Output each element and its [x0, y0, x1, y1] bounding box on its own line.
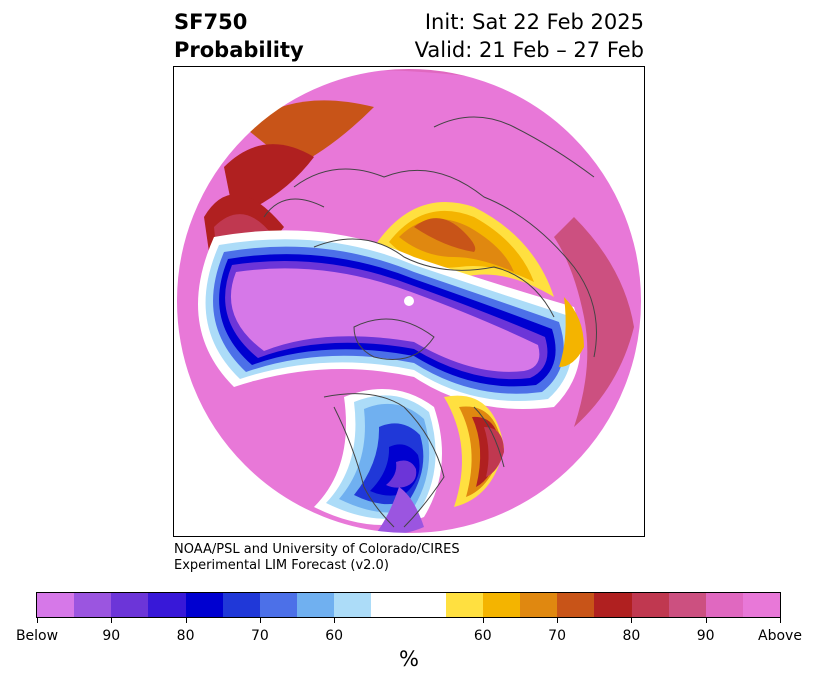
- map-boundary: [175, 67, 643, 535]
- colorbar-tick-mark: [631, 618, 633, 623]
- map-panel: [173, 66, 645, 537]
- init-date: Init: Sat 22 Feb 2025: [424, 10, 644, 34]
- colorbar-swatch: [705, 593, 743, 617]
- colorbar-tick-label: 60: [473, 628, 492, 644]
- product-name: Probability: [174, 38, 304, 62]
- colorbar-tick-mark: [482, 618, 484, 623]
- colorbar-tick-mark: [705, 618, 707, 623]
- colorbar-swatch: [37, 593, 75, 617]
- colorbar-swatch: [259, 593, 298, 617]
- colorbar-swatch: [742, 593, 781, 617]
- colorbar-tick-label: 90: [102, 628, 121, 644]
- colorbar-swatch: [297, 593, 335, 617]
- probability-map: [175, 67, 643, 535]
- colorbar-swatch: [631, 593, 669, 617]
- colorbar-tick-label: 90: [696, 628, 715, 644]
- colorbar: [36, 592, 781, 618]
- colorbar-swatch: [557, 593, 595, 617]
- credit-line-2: Experimental LIM Forecast (v2.0): [174, 558, 389, 573]
- colorbar-swatch: [668, 593, 706, 617]
- colorbar-tick-label: 60: [325, 628, 344, 644]
- colorbar-tick-label: 80: [622, 628, 641, 644]
- colorbar-swatch: [222, 593, 260, 617]
- colorbar-tick-label: Above: [758, 628, 802, 644]
- title-right: Init: Sat 22 Feb 2025 Valid: 21 Feb – 27…: [415, 8, 644, 64]
- colorbar-tick-label: Below: [15, 628, 59, 644]
- colorbar-swatch: [185, 593, 223, 617]
- credit-block: NOAA/PSL and University of Colorado/CIRE…: [174, 542, 460, 574]
- map-fill: [176, 68, 642, 534]
- colorbar-tick-mark: [111, 618, 113, 623]
- colorbar-swatch: [334, 593, 372, 617]
- colorbar-swatch: [371, 593, 409, 617]
- colorbar-tick-mark: [185, 618, 187, 623]
- colorbar-swatch: [594, 593, 632, 617]
- credit-line-1: NOAA/PSL and University of Colorado/CIRE…: [174, 542, 460, 557]
- colorbar-swatch: [74, 593, 112, 617]
- colorbar-swatch: [408, 593, 446, 617]
- valid-range: Valid: 21 Feb – 27 Feb: [414, 38, 644, 62]
- colorbar-tick-mark: [37, 618, 38, 623]
- colorbar-swatch: [445, 593, 483, 617]
- colorbar-tick-mark: [557, 618, 559, 623]
- colorbar-swatch: [520, 593, 558, 617]
- variable-name: SF750: [174, 10, 248, 34]
- colorbar-tick-label: 70: [548, 628, 567, 644]
- title-left: SF750 Probability: [174, 8, 304, 64]
- colorbar-tick-mark: [780, 618, 781, 623]
- colorbar-tick-label: 70: [250, 628, 269, 644]
- coastlines: [263, 116, 597, 528]
- colorbar-swatch: [111, 593, 149, 617]
- colorbar-unit: %: [399, 647, 419, 671]
- colorbar-tick-mark: [259, 618, 261, 623]
- colorbar-tick-mark: [334, 618, 336, 623]
- pole-marker: [404, 296, 414, 306]
- colorbar-swatch: [148, 593, 186, 617]
- colorbar-swatch: [482, 593, 521, 617]
- colorbar-tick-label: 80: [176, 628, 195, 644]
